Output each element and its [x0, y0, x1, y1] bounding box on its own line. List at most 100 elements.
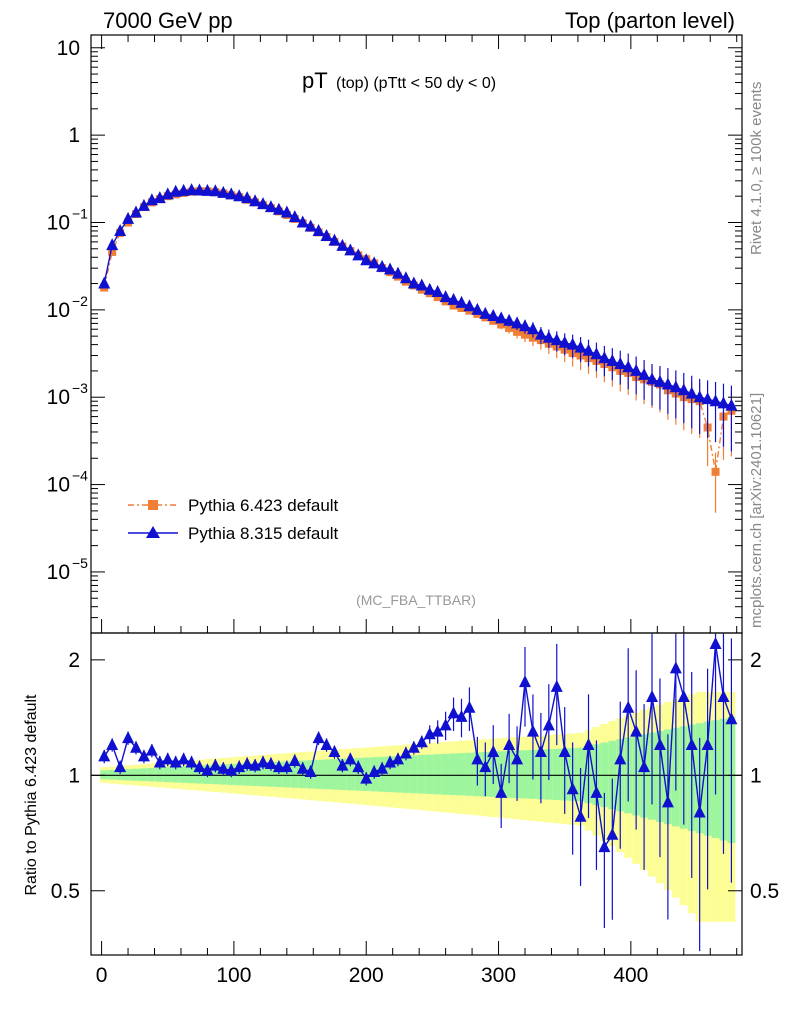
ratio-point-py8	[439, 718, 452, 731]
ratio-point-py8	[241, 757, 254, 770]
point-py8	[447, 292, 460, 305]
ratio-point-py8	[677, 690, 690, 703]
band-green	[282, 761, 291, 788]
point-py8	[296, 215, 309, 228]
point-py6	[513, 327, 522, 336]
ratio-point-py8	[209, 758, 222, 771]
ratio-point-py8	[320, 737, 333, 750]
point-py8	[638, 367, 651, 380]
band-green	[386, 756, 395, 793]
band-green	[425, 754, 434, 794]
x-tick-label: 400	[613, 964, 648, 987]
band-green	[259, 762, 267, 787]
band-green	[322, 759, 331, 790]
ratio-point-py8	[225, 763, 238, 776]
ratio-point-py8	[257, 755, 270, 768]
band-green	[147, 767, 156, 782]
ratio-point-py8	[431, 724, 444, 737]
point-py8	[622, 360, 635, 373]
band-green	[433, 754, 442, 795]
point-py8	[122, 211, 135, 224]
y-tick-exponent: −3	[72, 380, 88, 396]
ratio-point-py8	[280, 760, 293, 773]
ratio-point-py8	[185, 755, 198, 768]
ratio-point-py8	[701, 737, 714, 750]
point-py8	[201, 183, 214, 196]
ratio-point-py8	[582, 737, 595, 750]
energy-label: 7000 GeV pp	[103, 8, 233, 33]
x-tick-label: 200	[349, 964, 384, 987]
point-py8	[399, 271, 412, 284]
ratio-point-py8	[129, 740, 142, 753]
legend-py6-marker	[148, 500, 158, 510]
ratio-y-tick-label-right: 1	[750, 764, 762, 787]
ratio-point-py8	[526, 724, 539, 737]
point-py8	[106, 238, 119, 251]
point-py6	[433, 293, 442, 302]
process-label: Top (parton level)	[565, 8, 735, 33]
point-py8	[217, 185, 230, 198]
point-py8	[725, 398, 738, 411]
point-py8	[193, 183, 206, 196]
ratio-y-tick-label-right: 2	[750, 649, 762, 672]
ratio-y-tick-label: 0.5	[51, 880, 80, 903]
band-green	[417, 754, 426, 794]
legend-py8-marker	[146, 526, 160, 538]
ratio-point-py8	[169, 755, 182, 768]
band-green	[163, 767, 172, 783]
legend-py8-label: Pythia 8.315 default	[188, 524, 339, 543]
ratio-point-py8	[455, 709, 468, 722]
ratio-point-py8	[661, 795, 674, 808]
band-green	[394, 756, 402, 793]
ratio-y-tick-label-right: 0.5	[750, 880, 779, 903]
band-green	[346, 758, 355, 791]
ratio-point-py8	[288, 753, 301, 766]
ratio-point-py8	[622, 700, 635, 713]
point-py6	[449, 301, 458, 310]
ratio-point-py8	[638, 760, 651, 773]
ratio-point-py8	[511, 752, 524, 765]
ratio-point-py8	[725, 712, 738, 725]
ratio-point-py8	[177, 752, 190, 765]
point-py8	[423, 282, 436, 295]
ratio-plot-series	[98, 633, 738, 952]
legend: Pythia 6.423 default Pythia 8.315 defaul…	[128, 496, 339, 543]
ratio-point-py8	[598, 840, 611, 853]
x-tick-label: 0	[96, 964, 108, 987]
ratio-point-py8	[193, 760, 206, 773]
ratio-point-py8	[614, 752, 627, 765]
band-green	[552, 748, 561, 801]
band-green	[330, 759, 339, 790]
ratio-point-py8	[272, 760, 285, 773]
point-py8	[391, 266, 404, 279]
point-py8	[272, 202, 285, 215]
x-tick-label: 100	[216, 964, 251, 987]
point-py8	[431, 285, 444, 298]
plot-title-main: pT	[302, 68, 328, 93]
point-py8	[526, 322, 539, 335]
band-green	[354, 757, 363, 791]
ratio-point-py8	[114, 760, 127, 773]
point-py8	[606, 353, 619, 366]
ratio-y-tick-label: 2	[68, 649, 80, 672]
series-py6-line	[103, 190, 732, 472]
point-py8	[677, 383, 690, 396]
ratio-point-py8	[296, 761, 309, 774]
point-py8	[542, 330, 555, 343]
band-green	[235, 763, 244, 786]
ratio-point-py8	[384, 755, 397, 768]
point-py8	[653, 374, 666, 387]
ratio-point-py8	[503, 737, 516, 750]
ratio-point-py8	[407, 740, 420, 753]
point-py8	[129, 205, 142, 218]
point-py8	[558, 335, 571, 348]
y-tick-exponent: −1	[72, 205, 88, 221]
ratio-point-py8	[606, 827, 619, 840]
ratio-point-py8	[201, 763, 214, 776]
point-py8	[487, 309, 500, 322]
ratio-point-py8	[685, 737, 698, 750]
point-py8	[288, 210, 301, 223]
point-py8	[471, 302, 484, 315]
